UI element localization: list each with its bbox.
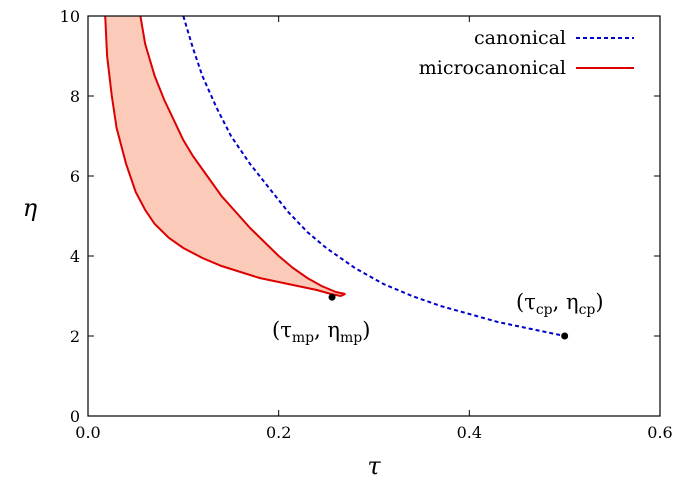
y-tick-label: 8	[70, 87, 80, 106]
y-axis-label: η	[23, 194, 38, 222]
legend: canonical microcanonical	[419, 27, 634, 79]
x-tick-label: 0.4	[457, 423, 482, 442]
annotation-mp: (τmp, ηmp)	[272, 318, 370, 346]
critical-points	[328, 293, 569, 340]
legend-label-canonical: canonical	[474, 27, 566, 49]
y-tick-label: 6	[70, 167, 80, 186]
point-cp	[561, 332, 569, 340]
point-mp	[328, 293, 336, 301]
x-tick-label: 0.0	[75, 423, 100, 442]
y-tick-label: 4	[70, 247, 80, 266]
microcanonical-lower-line	[104, 16, 346, 298]
legend-label-microcanonical: microcanonical	[419, 57, 566, 79]
microcanonical-upper-line	[139, 16, 346, 295]
plot-frame	[87, 15, 661, 417]
y-axis: 0 2 4 6 8 10	[60, 7, 660, 426]
microcanonical-region-fill	[105, 16, 346, 296]
x-tick-label: 0.6	[647, 423, 672, 442]
y-tick-label: 0	[70, 407, 80, 426]
canonical-line	[182, 16, 565, 337]
x-axis: 0.0 0.2 0.4 0.6	[75, 16, 673, 442]
x-axis-label: τ	[367, 452, 381, 480]
y-tick-label: 2	[70, 327, 80, 346]
y-tick-label: 10	[60, 7, 80, 26]
annotation-cp: (τcp, ηcp)	[516, 290, 604, 318]
x-tick-label: 0.2	[266, 423, 291, 442]
